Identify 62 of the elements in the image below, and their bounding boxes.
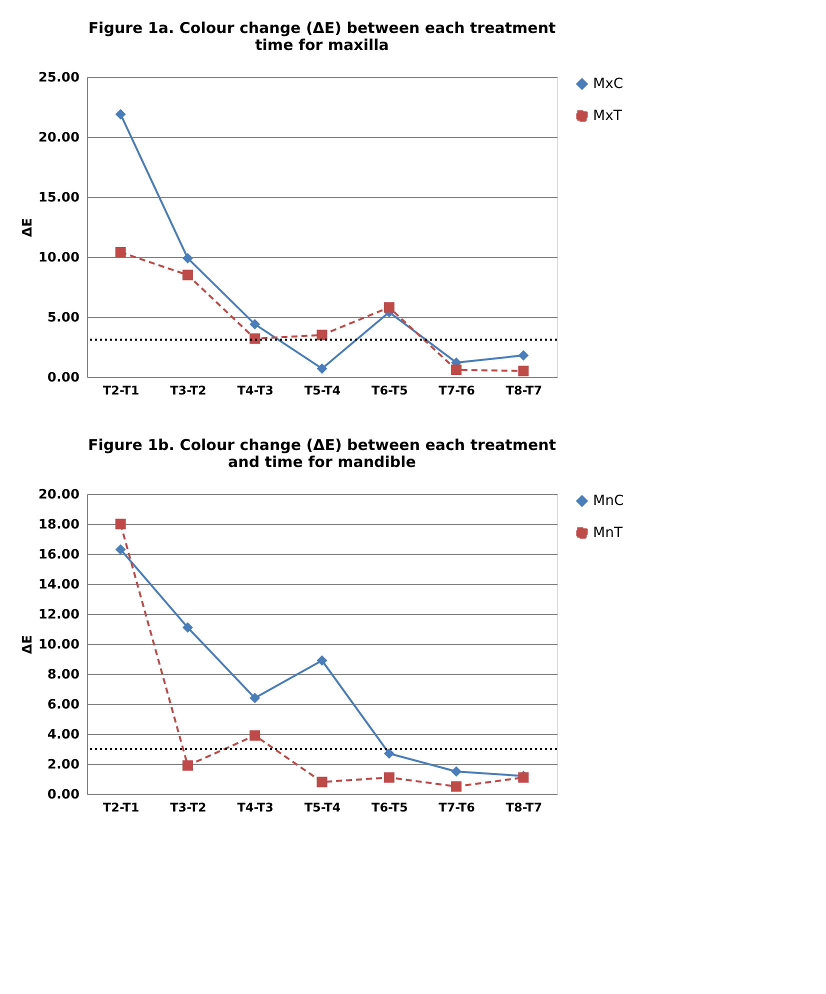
- legend-label: MxC: [593, 76, 624, 92]
- x-tick-label: T4-T3: [237, 384, 274, 398]
- point: [384, 748, 394, 759]
- x-tick-label: T7-T6: [438, 384, 475, 398]
- point: [250, 692, 260, 704]
- point: [182, 622, 193, 633]
- point: [115, 108, 126, 120]
- y-tick-label: 25.00: [38, 70, 80, 86]
- legend-label: MnC: [593, 493, 624, 509]
- x-tick-label: T5-T4: [304, 384, 341, 398]
- y-tick-label: 14.00: [38, 578, 80, 592]
- point: [384, 302, 394, 313]
- y-tick-label: 15.00: [38, 190, 80, 206]
- point: [316, 363, 328, 374]
- point: [451, 766, 462, 777]
- y-tick-label: 6.00: [47, 698, 80, 712]
- y-tick-label: 0.00: [47, 788, 80, 802]
- point: [451, 364, 462, 376]
- point: [115, 518, 126, 530]
- y-axis-title: ΔE: [20, 218, 36, 237]
- point: [115, 246, 126, 258]
- chart-title: Figure 1a. Colour change (ΔE) between each treatment time for maxilla: [88, 19, 556, 54]
- x-tick-label: T5-T4: [304, 800, 341, 814]
- point: [182, 252, 193, 264]
- y-tick-label: 10.00: [38, 638, 80, 652]
- y-axis-title: ΔE: [20, 635, 36, 654]
- legend-label: MxT: [593, 108, 622, 124]
- x-tick-label: T6-T5: [371, 384, 408, 398]
- y-tick-label: 8.00: [47, 668, 80, 682]
- point: [518, 350, 529, 361]
- y-tick-label: 20.00: [38, 130, 80, 146]
- point: [316, 776, 328, 788]
- x-tick-label: T3-T2: [170, 384, 206, 398]
- y-tick-label: 10.00: [38, 250, 80, 266]
- x-tick-label: T7-T6: [438, 800, 475, 814]
- x-tick-label: T8-T7: [506, 800, 542, 814]
- point: [518, 366, 529, 376]
- point: [250, 730, 260, 741]
- x-tick-label: T4-T3: [237, 800, 274, 814]
- point: [316, 655, 328, 666]
- y-tick-label: 16.00: [38, 548, 80, 562]
- chart-title: Figure 1b. Colour change (ΔE) between each treatment and time for mandible: [88, 436, 556, 471]
- y-tick-label: 18.00: [38, 518, 80, 532]
- x-tick-label: T2-T1: [102, 800, 140, 814]
- y-tick-label: 4.00: [47, 728, 80, 742]
- x-tick-label: T8-T7: [506, 384, 542, 398]
- x-tick-label: T6-T5: [371, 800, 408, 814]
- y-tick-label: 2.00: [47, 758, 80, 772]
- y-tick-label: 0.00: [47, 370, 80, 386]
- x-tick-label: T2-T1: [102, 384, 140, 398]
- point: [250, 333, 260, 344]
- point: [182, 270, 193, 280]
- point: [250, 318, 260, 330]
- point: [115, 544, 126, 555]
- y-tick-label: 5.00: [47, 310, 80, 326]
- y-tick-label: 12.00: [38, 608, 80, 622]
- point: [182, 760, 193, 771]
- x-tick-label: T3-T2: [170, 800, 206, 814]
- legend-label: MnT: [593, 525, 623, 541]
- y-tick-label: 20.00: [38, 488, 80, 502]
- point: [384, 772, 394, 783]
- point: [451, 781, 462, 792]
